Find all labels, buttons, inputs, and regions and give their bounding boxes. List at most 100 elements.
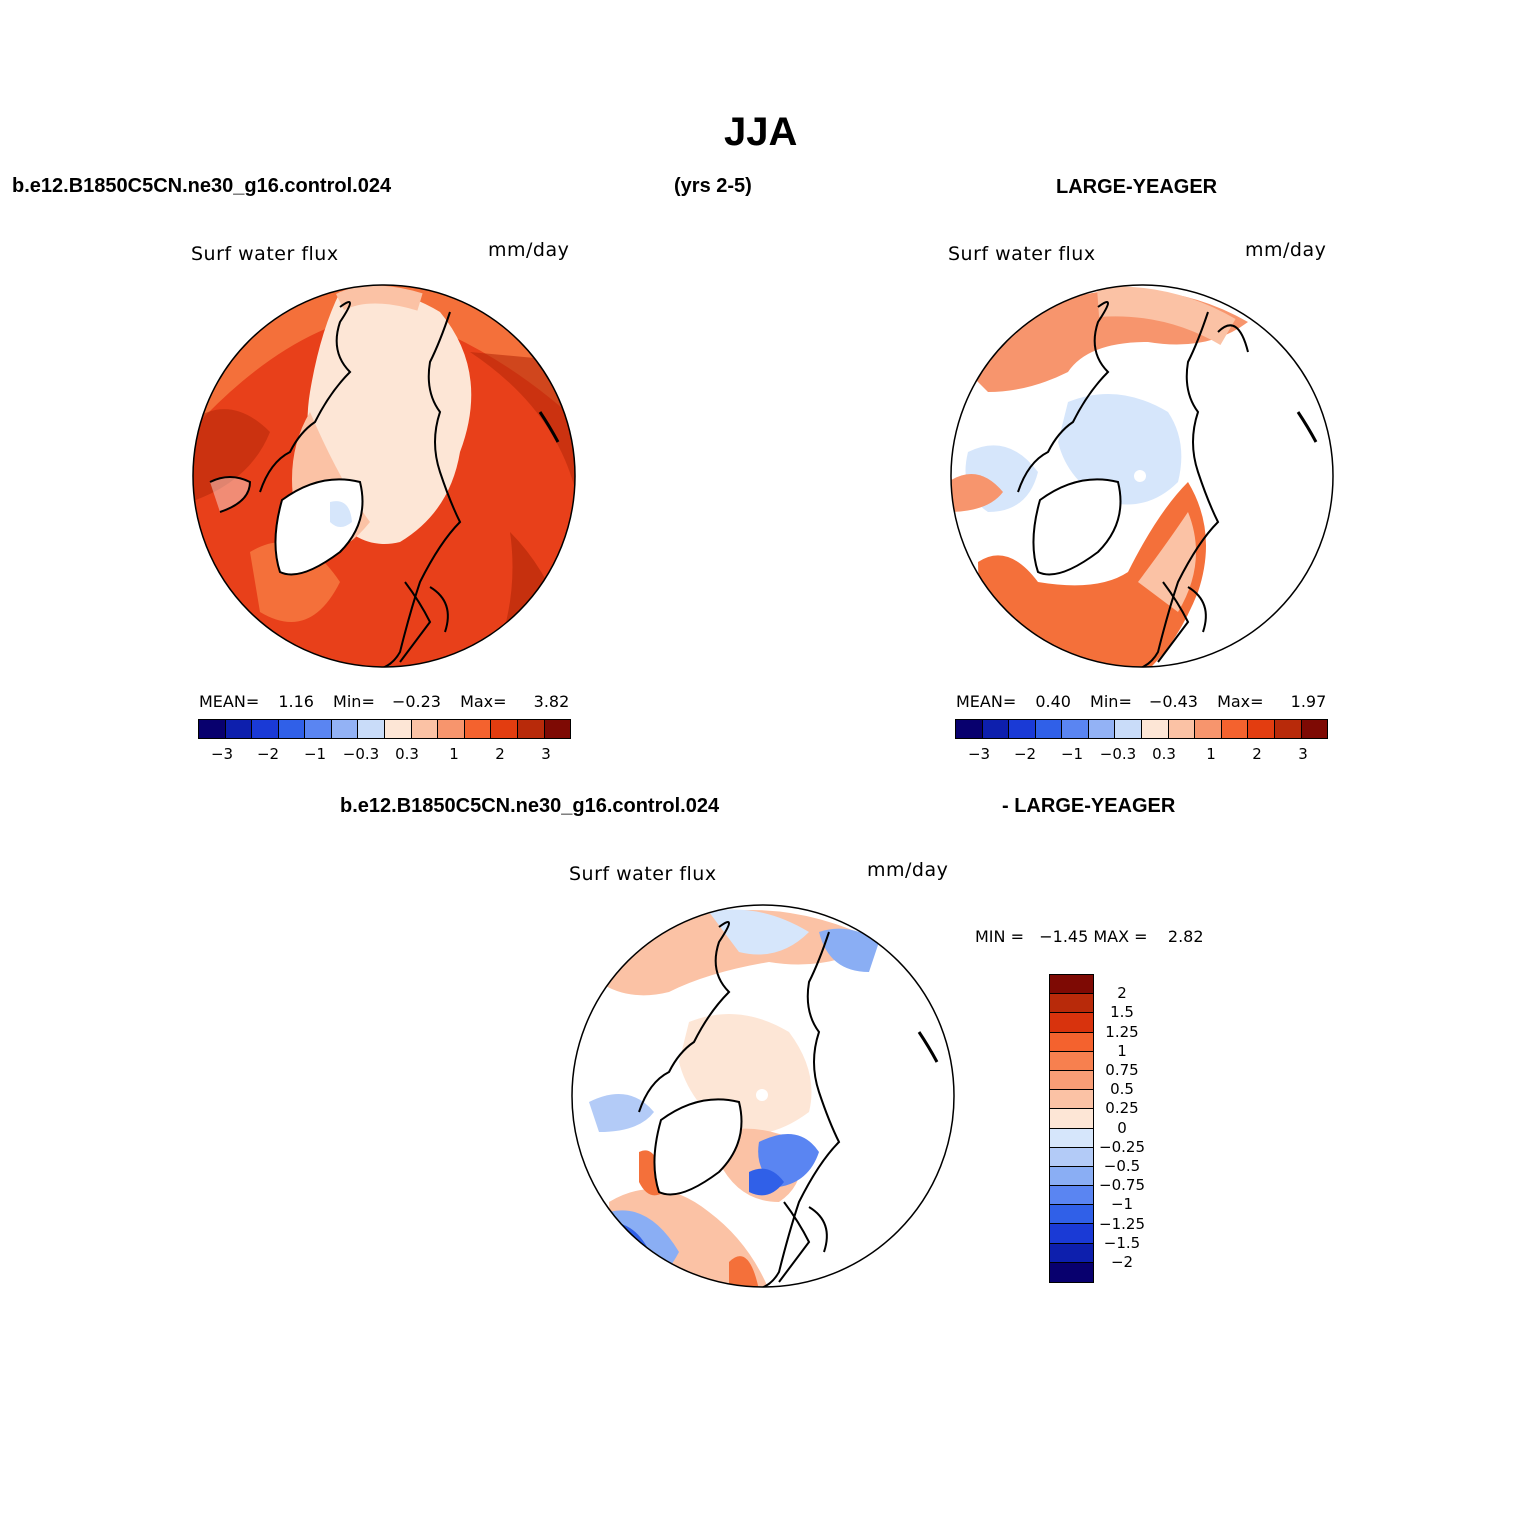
diff-units-label: mm/day	[867, 859, 949, 881]
colorbar-swatch	[1195, 720, 1222, 738]
colorbar-tick-label: −1	[303, 745, 327, 763]
colorbar-tick-label: −2	[1013, 745, 1037, 763]
left-max-value: 3.82	[533, 692, 570, 711]
colorbar-tick-label: 0	[1117, 1118, 1127, 1137]
colorbar-swatch	[1062, 720, 1089, 738]
colorbar-tick-label: 0.5	[1110, 1080, 1134, 1099]
colorbar-tick-label: 2	[1117, 984, 1127, 1003]
colorbar-swatch	[331, 720, 359, 738]
colorbar-swatch	[225, 720, 253, 738]
colorbar-swatch	[517, 720, 545, 738]
colorbar-swatch	[1050, 1205, 1093, 1225]
colorbar-swatch	[199, 720, 226, 738]
colorbar-tick-label: −0.25	[1099, 1137, 1145, 1156]
colorbar-tick-label: 2	[495, 745, 505, 763]
right-colorbar	[955, 719, 1328, 739]
left-colorbar	[198, 719, 571, 739]
right-max-value: 1.97	[1290, 692, 1327, 711]
colorbar-swatch	[1050, 1243, 1093, 1263]
right-units-label: mm/day	[1245, 239, 1327, 261]
colorbar-tick-label: −3	[210, 745, 234, 763]
colorbar-tick-label: 2	[1252, 745, 1262, 763]
diff-colorbar	[1049, 974, 1094, 1283]
case-name-left: b.e12.B1850C5CN.ne30_g16.control.024	[12, 175, 392, 197]
right-mean-label: MEAN=	[956, 692, 1017, 711]
left-stats: MEAN= 1.16 Min= −0.23 Max= 3.82	[199, 692, 569, 711]
right-mean-value: 0.40	[1035, 692, 1071, 711]
colorbar-swatch	[1050, 1262, 1093, 1282]
colorbar-swatch	[1050, 1032, 1093, 1052]
colorbar-tick-label: 1.5	[1110, 1003, 1134, 1022]
colorbar-tick-label: 1	[1117, 1041, 1127, 1060]
colorbar-swatch	[956, 720, 983, 738]
colorbar-swatch	[438, 720, 465, 738]
colorbar-tick-label: 3	[1298, 745, 1308, 763]
colorbar-swatch	[1050, 1186, 1093, 1206]
right-variable-label: Surf water flux	[948, 243, 1096, 265]
colorbar-swatch	[1274, 720, 1302, 738]
diff-variable-label: Surf water flux	[569, 863, 717, 885]
left-min-value: −0.23	[391, 692, 441, 711]
colorbar-swatch	[411, 720, 439, 738]
colorbar-swatch	[1168, 720, 1196, 738]
left-colorbar-ticks: −3 −2 −1 −0.3 0.3 1 2 3	[198, 745, 569, 765]
colorbar-swatch	[1115, 720, 1143, 738]
colorbar-tick-label: 1.25	[1105, 1022, 1139, 1041]
colorbar-swatch	[1050, 1147, 1093, 1167]
colorbar-tick-label: −0.5	[1103, 1157, 1141, 1175]
colorbar-swatch	[464, 720, 492, 738]
diff-case-name: b.e12.B1850C5CN.ne30_g16.control.024	[340, 795, 720, 817]
diff-polar-map	[571, 904, 955, 1288]
colorbar-swatch	[1088, 720, 1116, 738]
colorbar-tick-label: −3	[967, 745, 991, 763]
colorbar-tick-label: −2	[1110, 1253, 1134, 1271]
left-max-label: Max=	[460, 692, 507, 711]
colorbar-swatch	[358, 720, 386, 738]
colorbar-swatch	[982, 720, 1010, 738]
colorbar-tick-label: 3	[541, 745, 551, 763]
colorbar-swatch	[1050, 1051, 1093, 1071]
left-mean-value: 1.16	[278, 692, 314, 711]
years-label: (yrs 2-5)	[674, 175, 752, 197]
colorbar-tick-label: 1	[449, 745, 459, 763]
case-name-right: LARGE-YEAGER	[1056, 176, 1218, 198]
right-stats: MEAN= 0.40 Min= −0.43 Max= 1.97	[956, 692, 1326, 711]
colorbar-tick-label: −0.3	[342, 745, 380, 763]
colorbar-swatch	[1050, 1013, 1093, 1033]
left-units-label: mm/day	[488, 239, 570, 261]
colorbar-swatch	[1248, 720, 1275, 738]
colorbar-tick-label: 1	[1206, 745, 1216, 763]
left-polar-map	[192, 284, 576, 668]
colorbar-swatch	[491, 720, 518, 738]
colorbar-tick-label: 0.3	[395, 745, 419, 763]
colorbar-tick-label: 0.3	[1152, 745, 1176, 763]
right-max-label: Max=	[1217, 692, 1264, 711]
colorbar-swatch	[1142, 720, 1169, 738]
colorbar-tick-label: 0.75	[1105, 1061, 1139, 1079]
colorbar-swatch	[385, 720, 412, 738]
left-variable-label: Surf water flux	[191, 243, 339, 265]
colorbar-swatch	[1050, 1109, 1093, 1129]
colorbar-swatch	[1221, 720, 1249, 738]
colorbar-tick-label: 0.25	[1105, 1099, 1139, 1118]
colorbar-tick-label: −1.5	[1103, 1233, 1141, 1252]
colorbar-tick-label: −1	[1110, 1195, 1134, 1214]
colorbar-swatch	[1050, 1128, 1093, 1148]
right-colorbar-ticks: −3 −2 −1 −0.3 0.3 1 2 3	[955, 745, 1326, 765]
colorbar-tick-label: −1	[1060, 745, 1084, 763]
left-min-label: Min=	[333, 692, 375, 711]
colorbar-swatch	[252, 720, 279, 738]
left-mean-label: MEAN=	[199, 692, 260, 711]
colorbar-swatch	[1050, 1166, 1093, 1187]
colorbar-swatch	[1050, 1224, 1093, 1244]
colorbar-swatch	[1050, 1090, 1093, 1110]
diff-minmax: MIN = −1.45 MAX = 2.82	[975, 927, 1204, 946]
right-polar-map	[950, 284, 1334, 668]
colorbar-swatch	[1035, 720, 1063, 738]
colorbar-tick-label: −0.75	[1099, 1176, 1145, 1195]
colorbar-swatch	[1050, 1070, 1093, 1091]
diff-case-name-2: - LARGE-YEAGER	[1002, 795, 1176, 817]
colorbar-swatch	[278, 720, 306, 738]
colorbar-swatch	[1050, 994, 1093, 1014]
page-title: JJA	[724, 110, 798, 154]
